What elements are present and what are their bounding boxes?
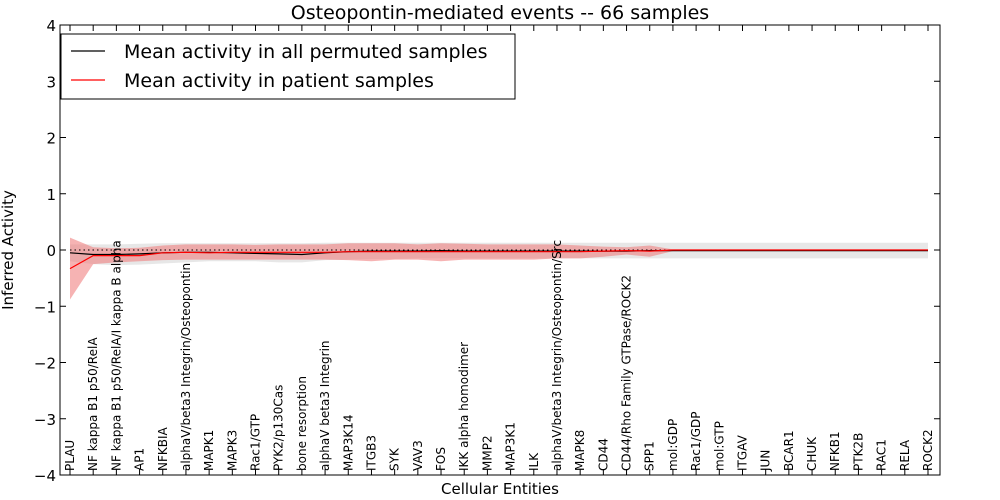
- y-axis-label: Inferred Activity: [0, 190, 17, 310]
- y-tick-label: 1: [46, 186, 56, 204]
- x-tick-label: BCAR1: [782, 430, 796, 471]
- x-tick-label: ILK: [527, 452, 541, 471]
- x-tick-label: MAPK1: [202, 430, 216, 471]
- x-tick-label: CD44: [596, 438, 610, 471]
- y-tick-label: −3: [34, 411, 56, 429]
- x-tick-label: alphaV/beta3 Integrin/Osteopontin/Src: [550, 240, 564, 471]
- plot-area: [69, 237, 928, 300]
- x-axis-label: Cellular Entities: [441, 480, 559, 498]
- x-tick-label: Rac1/GTP: [249, 414, 263, 471]
- x-tick-label: CHUK: [805, 436, 819, 471]
- x-tick-label: ITGAV: [736, 434, 750, 471]
- series-line-1: [69, 249, 928, 270]
- x-tick-label: CD44/Rho Family GTPase/ROCK2: [620, 275, 634, 471]
- x-tick-label: bone resorption: [295, 376, 309, 471]
- legend-box: [60, 33, 516, 100]
- x-tick-label: FOS: [434, 447, 448, 471]
- x-tick-label: mol:GDP: [666, 419, 680, 471]
- x-tick-label: MAP3K14: [341, 414, 355, 471]
- x-tick-label: NF kappa B1 p50/RelA: [86, 337, 100, 471]
- x-tick-label: SPP1: [643, 441, 657, 471]
- y-tick-label: −1: [34, 298, 56, 316]
- x-tick-label: RAC1: [875, 439, 889, 471]
- x-tick-label: ROCK2: [921, 429, 935, 471]
- x-tick-label: AP1: [133, 448, 147, 471]
- x-tick-label: ITGB3: [365, 435, 379, 471]
- x-tick-label: MAPK8: [573, 430, 587, 471]
- y-tick-label: −4: [34, 467, 56, 485]
- x-tick-label: mol:GTP: [712, 421, 726, 471]
- x-tick-label: SYK: [388, 447, 402, 471]
- x-tick-label: PTK2B: [851, 433, 865, 471]
- x-tick-label: PYK2/p130Cas: [272, 385, 286, 471]
- x-tick-label: VAV3: [411, 440, 425, 471]
- x-tick-label: PLAU: [63, 440, 77, 471]
- x-tick-label: IKK alpha homodimer: [457, 342, 471, 471]
- x-tick-label: alphaV beta3 Integrin: [318, 340, 332, 471]
- axes: PLAU NF kappa B1 p50/RelA NF kappa B1 p50/…: [34, 17, 941, 485]
- legend: Mean activity in all permuted samples Mea…: [60, 33, 516, 100]
- x-tick-label: MMP2: [480, 435, 494, 471]
- y-tick-label: 3: [46, 73, 56, 91]
- legend-label-0: Mean activity in all permuted samples: [124, 41, 487, 63]
- y-tick-label: 2: [46, 130, 56, 148]
- chart-title: Osteopontin-mediated events -- 66 sample…: [291, 2, 709, 24]
- x-tick-label: Rac1/GDP: [689, 412, 703, 471]
- series-band-1: [70, 237, 928, 300]
- legend-label-1: Mean activity in patient samples: [124, 70, 434, 92]
- x-tick-label: alphaV/beta3 Integrin/Osteopontin: [179, 263, 193, 471]
- x-tick-label: NFKBIA: [156, 426, 170, 471]
- x-tick-label: NFKB1: [828, 431, 842, 471]
- y-tick-label: −2: [34, 355, 56, 373]
- x-tick-label: MAP3K1: [504, 422, 518, 471]
- x-tick-label: JUN: [759, 450, 773, 472]
- x-tick-label: RELA: [898, 439, 912, 471]
- y-tick-label: 4: [46, 17, 56, 35]
- x-tick-label: MAPK3: [225, 430, 239, 471]
- y-tick-label: 0: [46, 242, 56, 260]
- x-tick-label: NF kappa B1 p50/RelA/I kappa B alpha: [109, 240, 123, 471]
